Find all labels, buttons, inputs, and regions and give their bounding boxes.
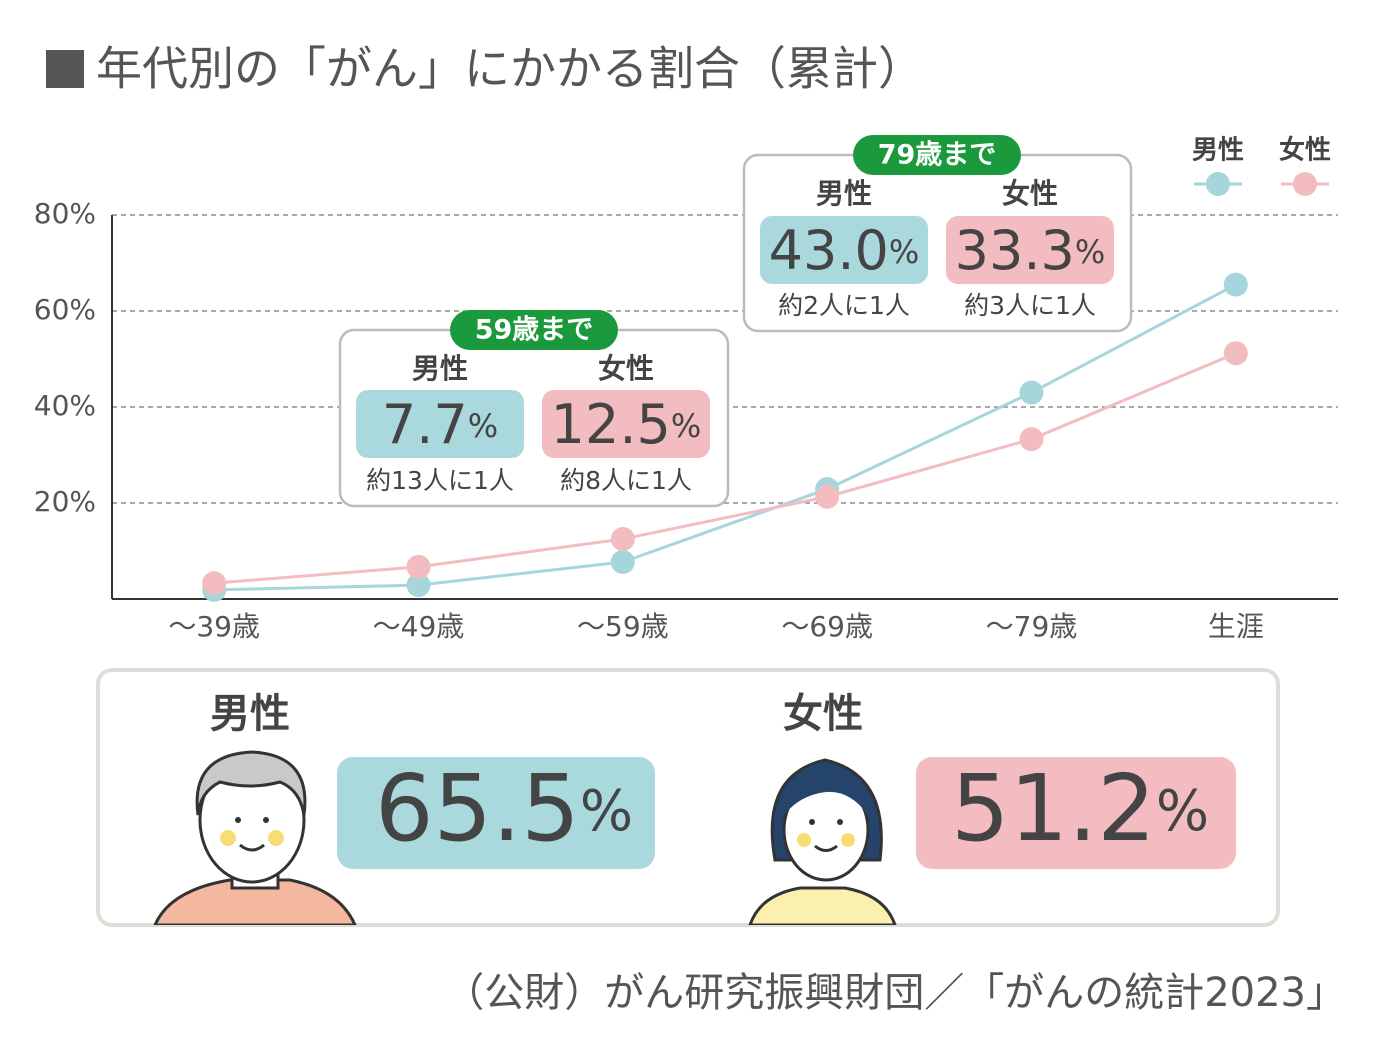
lifetime-value: 65.5% [375, 755, 633, 862]
unit: % [1075, 233, 1105, 271]
series-line [214, 283, 1237, 592]
legend-label: 女性 [1279, 135, 1331, 166]
lifetime-name: 女性 [783, 691, 863, 737]
unit: % [671, 407, 701, 445]
badge [542, 390, 710, 458]
point [202, 571, 227, 596]
callout-note: 約13人に1人 [366, 466, 514, 495]
callout-label: 79歳まで [878, 140, 997, 171]
callout-name: 女性 [1002, 177, 1058, 210]
value: 7.7 [382, 393, 468, 456]
legend-marker [1206, 172, 1230, 196]
y-tick-label: 40% [34, 389, 96, 422]
callout: 79歳まで 男性 女性 43.0% 33.3% 約2人に1人 約3人に1人 [742, 135, 1133, 333]
point [815, 484, 840, 509]
x-tick-label: 生涯 [1208, 610, 1264, 643]
unit: % [1156, 779, 1209, 844]
point [610, 550, 635, 575]
point [1019, 427, 1044, 452]
callout-note: 約2人に1人 [778, 291, 910, 320]
callout: 59歳まで 男性 女性 7.7% 12.5% 約13人に1人 約8人に1人 [338, 310, 730, 508]
plot: 男性 女性 [202, 135, 1331, 602]
callout-note: 約3人に1人 [964, 291, 1096, 320]
callout-name: 男性 [816, 177, 872, 210]
callout-note: 約8人に1人 [560, 466, 692, 495]
callout-label: 59歳まで [475, 315, 594, 346]
point [1019, 380, 1044, 405]
point [1223, 341, 1248, 366]
callout-value: 7.7% [382, 393, 498, 456]
point [1223, 272, 1248, 297]
x-tick-label: 〜69歳 [781, 610, 873, 643]
badge [916, 757, 1236, 869]
y-tick-label: 60% [34, 293, 96, 326]
x-tick-label: 〜59歳 [577, 610, 669, 643]
man-illustration [152, 750, 358, 925]
callout-name: 女性 [598, 352, 654, 385]
badge [356, 390, 524, 458]
lifetime-value: 51.2% [951, 755, 1209, 862]
lifetime-panel: 男性 女性 65.5% 51.2% [96, 668, 1280, 927]
value: 33.3 [955, 219, 1075, 282]
y-tick-label: 20% [34, 485, 96, 518]
y-tick-label: 80% [34, 197, 96, 230]
point [406, 554, 431, 579]
value: 12.5 [551, 393, 671, 456]
callout-name: 男性 [412, 352, 468, 385]
callout-pill [450, 310, 618, 350]
grid: 20% 40% 60% 80% 〜39歳 〜49歳 〜59歳 〜69歳 〜79歳 生涯 [34, 197, 1338, 643]
callout-value: 12.5% [551, 393, 702, 456]
legend-label: 男性 [1192, 136, 1244, 166]
legend-marker [1293, 172, 1317, 196]
woman-illustration [747, 758, 898, 925]
x-tick-label: 〜39歳 [168, 610, 260, 643]
value: 65.5 [375, 755, 580, 862]
title: 年代別の「がん」にかかる割合（累計） [96, 42, 924, 96]
value: 51.2 [951, 755, 1156, 862]
badge [337, 757, 655, 869]
badge [946, 216, 1114, 284]
callout-pill [853, 135, 1021, 175]
point [406, 573, 431, 598]
unit: % [889, 233, 919, 271]
lifetime-name: 男性 [210, 691, 290, 737]
value: 43.0 [769, 219, 889, 282]
point [610, 527, 635, 551]
source: （公財）がん研究振興財団／「がんの統計2023」 [444, 970, 1346, 1016]
series-line [214, 351, 1237, 585]
callout-value: 43.0% [769, 219, 920, 282]
unit: % [580, 779, 633, 844]
title-mark [46, 50, 84, 88]
x-tick-label: 〜79歳 [986, 610, 1078, 643]
unit: % [468, 407, 498, 445]
x-tick-label: 〜49歳 [373, 610, 465, 643]
badge [760, 216, 928, 284]
callout-value: 33.3% [955, 219, 1106, 282]
